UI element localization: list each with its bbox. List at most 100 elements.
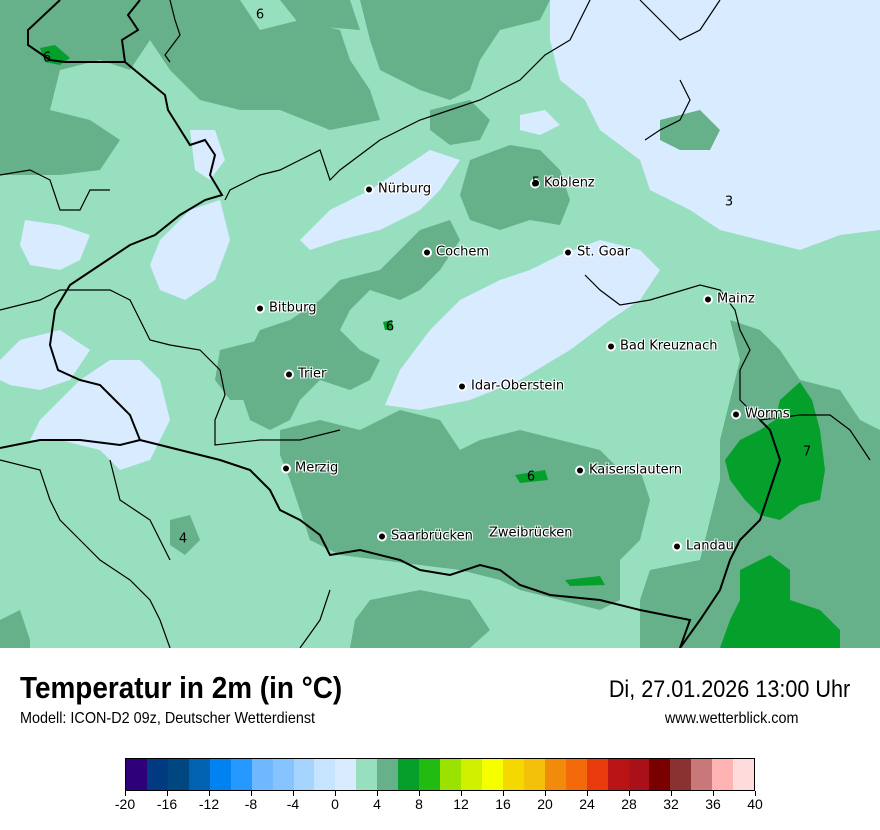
legend-swatch xyxy=(565,759,587,790)
value-label: 5 xyxy=(531,175,541,191)
legend-swatch xyxy=(586,759,608,790)
legend-tick xyxy=(503,791,504,796)
city-label: Bad Kreuznach xyxy=(606,339,718,354)
city-label: Idar-Oberstein xyxy=(457,379,564,394)
legend-tick xyxy=(755,791,756,796)
legend-swatch xyxy=(377,759,399,790)
legend-swatch xyxy=(230,759,252,790)
borders xyxy=(0,0,871,648)
legend-tick-label: -20 xyxy=(114,796,136,812)
city-label: Saarbrücken xyxy=(377,529,473,544)
city-label: St. Goar xyxy=(563,245,630,260)
legend-tick xyxy=(335,791,336,796)
value-label: 6 xyxy=(255,7,265,23)
legend-tick-label: -8 xyxy=(244,796,258,812)
city-marker-icon xyxy=(284,369,294,379)
legend-swatch xyxy=(167,759,189,790)
legend-tick-label: 28 xyxy=(621,796,637,812)
city-label: Kaiserslautern xyxy=(575,463,682,478)
legend-swatch xyxy=(628,759,650,790)
legend-tick-label: -16 xyxy=(156,796,178,812)
legend-tick xyxy=(293,791,294,796)
city-marker-icon xyxy=(422,247,432,257)
legend-tick-label: -12 xyxy=(198,796,220,812)
legend-tick-label: 4 xyxy=(373,796,381,812)
city-label: Mainz xyxy=(703,292,755,307)
legend-tick-label: 12 xyxy=(453,796,469,812)
legend-swatch xyxy=(440,759,461,790)
legend-tick-label: 16 xyxy=(495,796,511,812)
legend-swatch xyxy=(419,759,441,790)
city-label: Worms xyxy=(731,407,790,422)
website-link[interactable]: www.wetterblick.com xyxy=(664,710,798,727)
legend-tick-label: 20 xyxy=(537,796,553,812)
legend-tick-label: 24 xyxy=(579,796,595,812)
legend-swatch xyxy=(188,759,210,790)
legend-swatch xyxy=(356,759,378,790)
value-label: 6 xyxy=(526,469,536,485)
city-label: Landau xyxy=(672,539,734,554)
legend-tick-label: 32 xyxy=(663,796,679,812)
map-canvas xyxy=(0,0,880,648)
value-label: 6 xyxy=(42,50,52,66)
legend-tick xyxy=(713,791,714,796)
legend-tick xyxy=(125,791,126,796)
legend-swatch xyxy=(251,759,273,790)
legend-swatch xyxy=(209,759,231,790)
legend-swatch xyxy=(272,759,294,790)
legend-swatch xyxy=(293,759,315,790)
city-marker-icon xyxy=(255,303,265,313)
value-label: 6 xyxy=(385,319,395,335)
value-label: 4 xyxy=(178,531,188,547)
warm-areas xyxy=(40,45,840,648)
map-title: Temperatur in 2m (in °C) xyxy=(20,670,343,705)
legend-tick xyxy=(167,791,168,796)
legend-swatch xyxy=(314,759,336,790)
legend-swatch xyxy=(523,759,545,790)
legend-swatch xyxy=(461,759,482,790)
city-marker-icon xyxy=(530,178,540,188)
legend-swatch xyxy=(607,759,629,790)
city-marker-icon xyxy=(703,294,713,304)
city-marker-icon xyxy=(575,465,585,475)
legend-tick xyxy=(629,791,630,796)
value-label: 7 xyxy=(802,444,812,460)
forecast-datetime: Di, 27.01.2026 13:00 Uhr xyxy=(608,676,850,703)
legend-tick xyxy=(419,791,420,796)
city-label: Cochem xyxy=(422,245,489,260)
legend-tick-label: -4 xyxy=(286,796,300,812)
legend-swatch xyxy=(126,759,147,790)
legend-tick-label: 36 xyxy=(705,796,721,812)
legend-swatch xyxy=(733,759,755,790)
legend-tick xyxy=(671,791,672,796)
city-label: Zweibrücken xyxy=(489,525,573,541)
city-marker-icon xyxy=(731,409,741,419)
legend-tick-label: 0 xyxy=(331,796,339,812)
city-label: Nürburg xyxy=(364,182,431,197)
city-marker-icon xyxy=(364,184,374,194)
city-marker-icon xyxy=(377,531,387,541)
legend-swatch xyxy=(691,759,713,790)
city-marker-icon xyxy=(281,463,291,473)
legend-swatch xyxy=(481,759,503,790)
city-label: Merzig xyxy=(281,461,338,476)
model-info: Modell: ICON-D2 09z, Deutscher Wetterdie… xyxy=(20,710,316,727)
value-label: 3 xyxy=(724,194,734,210)
legend-swatch xyxy=(146,759,168,790)
legend-swatch xyxy=(335,759,357,790)
legend-ticks: -20 -16 -12 -8 -4 0 4 8 12 16 20 24 28 32 36 40 xyxy=(115,791,763,821)
legend-swatch xyxy=(544,759,566,790)
city-marker-icon xyxy=(457,381,467,391)
legend-tick xyxy=(545,791,546,796)
city-label: Trier xyxy=(284,367,326,382)
legend-tick xyxy=(587,791,588,796)
legend-swatch xyxy=(398,759,420,790)
legend-swatch xyxy=(670,759,692,790)
legend-swatch xyxy=(712,759,734,790)
city-label: Bitburg xyxy=(255,301,317,316)
legend-swatch xyxy=(502,759,524,790)
color-legend xyxy=(125,758,755,791)
city-marker-icon xyxy=(672,541,682,551)
legend-tick xyxy=(377,791,378,796)
legend-tick xyxy=(209,791,210,796)
